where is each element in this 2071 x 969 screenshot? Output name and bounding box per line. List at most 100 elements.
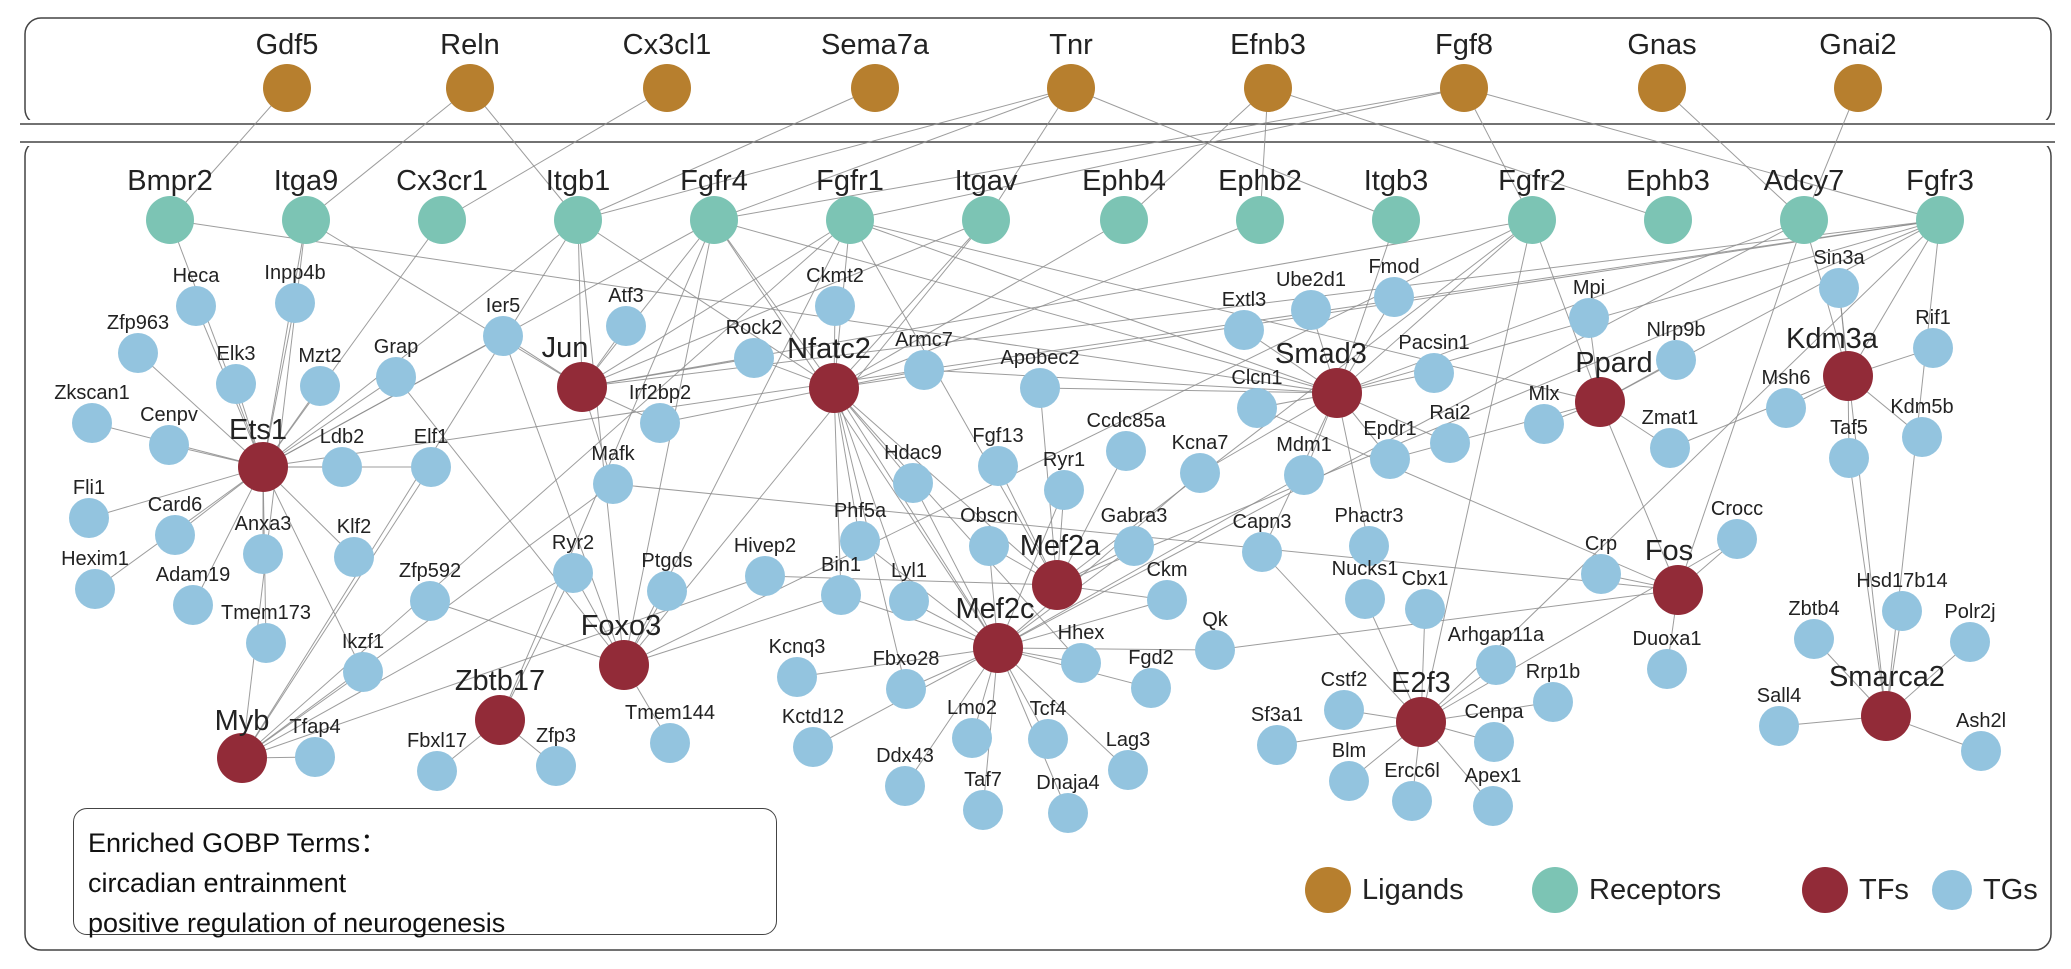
tg-label-elf1: Elf1 <box>414 426 448 448</box>
tg-label-zfp592: Zfp592 <box>399 560 461 582</box>
gobp-terms-box: Enriched GOBP Terms： circadian entrainme… <box>73 808 777 938</box>
tg-node-hivep2: Hivep2 <box>734 535 796 596</box>
tg-node-rai2: Rai2 <box>1429 402 1471 463</box>
tf-label-kdm3a: Kdm3a <box>1786 323 1879 355</box>
tf-label-zbtb17: Zbtb17 <box>455 665 545 697</box>
tg-node-arhgap11a: Arhgap11a <box>1448 624 1545 685</box>
edge-mef2c-mdm1 <box>997 474 1305 649</box>
tg-node-tmem173: Tmem173 <box>221 602 311 663</box>
tg-node-mdm1: Mdm1 <box>1276 434 1332 495</box>
tg-circle-zfp963 <box>118 333 158 373</box>
tg-circle-taf7 <box>963 790 1003 830</box>
edge-reln-itga9 <box>305 87 471 221</box>
edge-fgfr1-jun <box>581 219 851 388</box>
receptor-circle-itgb3 <box>1372 196 1420 244</box>
tg-label-ash2l: Ash2l <box>1956 710 2006 732</box>
tg-node-zfp963: Zfp963 <box>107 312 169 373</box>
receptor-node-ephb2: Ephb2 <box>1218 165 1302 244</box>
tf-circle-mef2a <box>1032 560 1082 610</box>
tf-node-nfatc2: Nfatc2 <box>787 333 871 413</box>
tg-label-ccdc85a: Ccdc85a <box>1087 410 1167 432</box>
tg-label-rrp1b: Rrp1b <box>1526 661 1580 683</box>
tg-circle-ddx43 <box>885 766 925 806</box>
ligand-circle-reln <box>446 64 494 112</box>
tg-circle-fbxo28 <box>886 669 926 709</box>
tf-node-zbtb17: Zbtb17 <box>455 665 545 745</box>
tg-circle-taf5 <box>1829 438 1869 478</box>
tg-label-lag3: Lag3 <box>1106 729 1151 751</box>
tg-label-polr2j: Polr2j <box>1944 601 1995 623</box>
edge-ets1-grap <box>262 376 397 468</box>
legend-tf-label: TFs <box>1859 873 1909 906</box>
receptor-circle-bmpr2 <box>146 196 194 244</box>
tg-circle-nlrp9b <box>1656 340 1696 380</box>
tg-node-ddx43: Ddx43 <box>876 745 934 806</box>
edge-itgb1-jun <box>577 219 583 388</box>
tg-label-kcnq3: Kcnq3 <box>769 636 826 658</box>
tg-circle-qk <box>1195 630 1235 670</box>
legend-ligand-label: Ligands <box>1362 873 1464 906</box>
receptor-circle-cx3cr1 <box>418 196 466 244</box>
tf-node-foxo3: Foxo3 <box>581 610 661 690</box>
ligand-label-efnb3: Efnb3 <box>1230 29 1306 61</box>
edge-tnr-itgb3 <box>1070 87 1397 221</box>
ligand-panel-frame <box>24 17 2052 126</box>
tg-label-ercc6l: Ercc6l <box>1384 760 1440 782</box>
tg-label-crocc: Crocc <box>1711 498 1763 520</box>
receptor-label-cx3cr1: Cx3cr1 <box>396 165 488 197</box>
tf-circle-myb <box>217 733 267 783</box>
tg-label-obscn: Obscn <box>960 505 1018 527</box>
tg-label-extl3: Extl3 <box>1222 289 1266 311</box>
ligand-circle-fgf8 <box>1440 64 1488 112</box>
tg-label-ikzf1: Ikzf1 <box>342 631 384 653</box>
ligand-node-efnb3: Efnb3 <box>1230 29 1306 112</box>
tg-node-tfap4: Tfap4 <box>289 716 341 777</box>
receptor-label-ephb3: Ephb3 <box>1626 165 1710 197</box>
tg-label-fgd2: Fgd2 <box>1128 647 1174 669</box>
edge-fgfr4-foxo3 <box>623 219 715 666</box>
edge-fgfr3-ets1 <box>262 219 1941 468</box>
tg-node-bin1: Bin1 <box>821 554 861 615</box>
edge-nfatc2-lyl1 <box>833 387 910 602</box>
edge-mef2c-kcnq3 <box>796 647 999 678</box>
tg-node-taf7: Taf7 <box>963 769 1003 830</box>
tg-node-phactr3: Phactr3 <box>1335 505 1403 566</box>
tg-node-ldb2: Ldb2 <box>320 426 364 487</box>
edge-tnr-fgfr4 <box>713 87 1072 221</box>
edge-fgfr1-mef2a <box>849 219 1058 586</box>
ligand-circle-gdf5 <box>263 64 311 112</box>
receptor-node-fgfr2: Fgfr2 <box>1498 165 1566 244</box>
receptor-node-itga9: Itga9 <box>274 165 338 244</box>
tf-label-mef2a: Mef2a <box>1020 530 1101 562</box>
edge-itgb1-nfatc2 <box>577 219 835 389</box>
edge-fgfr2-mef2a <box>1056 219 1533 586</box>
tf-circle-ets1 <box>238 442 288 492</box>
tg-node-ube2d1: Ube2d1 <box>1276 269 1346 330</box>
tg-label-card6: Card6 <box>148 494 202 516</box>
edge-fgfr3-smarca2 <box>1885 219 1941 717</box>
tg-circle-hsd17b14 <box>1882 591 1922 631</box>
tg-circle-ier5 <box>483 316 523 356</box>
tg-node-ercc6l: Ercc6l <box>1384 760 1440 821</box>
tg-label-hexim1: Hexim1 <box>61 548 129 570</box>
tg-node-hexim1: Hexim1 <box>61 548 129 609</box>
tg-label-fgf13: Fgf13 <box>972 425 1023 447</box>
edge-mef2c-kcna7 <box>997 472 1201 649</box>
edge-ephb4-nfatc2 <box>833 219 1125 389</box>
receptor-circle-itga9 <box>282 196 330 244</box>
receptor-circle-ephb4 <box>1100 196 1148 244</box>
tg-circle-cenpv <box>149 425 189 465</box>
edge-fgfr3-ppard <box>1599 219 1941 403</box>
tg-node-ier5: Ier5 <box>483 295 523 356</box>
edge-mef2c-qk <box>997 647 1216 651</box>
tg-label-rai2: Rai2 <box>1429 402 1470 424</box>
edge-ets1-zfp963 <box>137 352 264 468</box>
edge-fgfr3-kdm3a <box>1847 219 1941 377</box>
tf-circle-foxo3 <box>599 640 649 690</box>
tf-circle-e2f3 <box>1396 697 1446 747</box>
edge-itgav-jun <box>581 219 987 388</box>
tg-label-msh6: Msh6 <box>1762 367 1811 389</box>
edge-mef2c-ddx43 <box>904 647 999 787</box>
tg-node-crp: Crp <box>1581 533 1621 594</box>
edge-adcy7-fos <box>1677 219 1805 591</box>
